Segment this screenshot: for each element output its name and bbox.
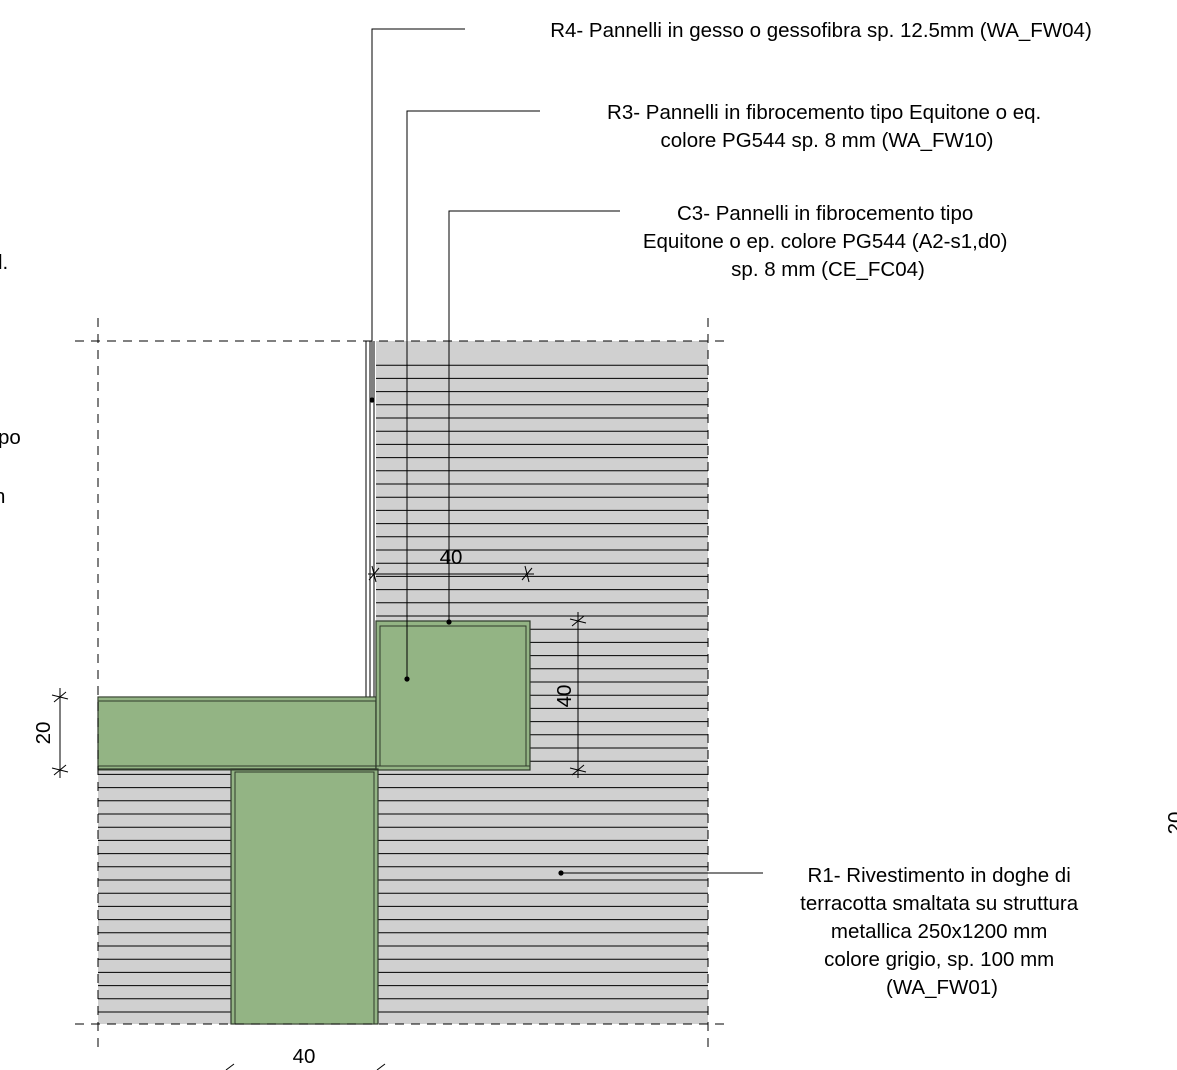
dim-left-height-value: 20 xyxy=(32,722,55,745)
void-area xyxy=(98,341,366,696)
cladding-area xyxy=(98,341,708,1024)
column-square-inner xyxy=(379,625,527,767)
column-vertical-inner xyxy=(234,771,375,1025)
dim-left-height xyxy=(51,688,69,778)
edge-fragment-left-b: po xyxy=(0,426,21,449)
cladding-lower-right xyxy=(377,769,708,1024)
beam-horizontal xyxy=(97,696,377,770)
dim-right-height-value: 40 xyxy=(553,685,576,708)
cladding-upper xyxy=(376,341,708,623)
label-c3: C3- Pannelli in fibrocemento tipo Equito… xyxy=(643,202,1013,281)
dim-bottom-width-value: 40 xyxy=(293,1045,316,1068)
dim-right-height xyxy=(569,612,587,778)
dim-bottom-width xyxy=(225,1063,386,1070)
label-r4: R4- Pannelli in gesso o gessofibra sp. 1… xyxy=(550,19,1092,42)
edge-fragment-left-a: l. xyxy=(0,251,8,274)
dim-top-width-value: 40 xyxy=(440,546,463,569)
edge-fragment-left-c: n xyxy=(0,485,5,508)
cladding-lower-left xyxy=(98,769,232,1024)
leader-r3 xyxy=(406,110,540,679)
beam-horizontal-skin xyxy=(97,696,377,702)
label-r1: R1- Rivestimento in doghe di terracotta … xyxy=(800,864,1084,999)
leader-c3 xyxy=(448,210,620,622)
leader-r4 xyxy=(371,28,465,400)
gypsum-panel-r4 xyxy=(365,341,375,697)
dim-top-width xyxy=(368,565,534,583)
label-r3: R3- Pannelli in fibrocemento tipo Equito… xyxy=(607,101,1047,152)
cladding-right xyxy=(530,623,708,769)
slat-lines xyxy=(98,364,708,1013)
edge-fragment-right: 20 xyxy=(1164,812,1177,835)
structural-elements xyxy=(97,620,531,1025)
leaders xyxy=(371,28,763,874)
leader-dots xyxy=(369,397,564,876)
grid-lines xyxy=(75,318,730,1048)
